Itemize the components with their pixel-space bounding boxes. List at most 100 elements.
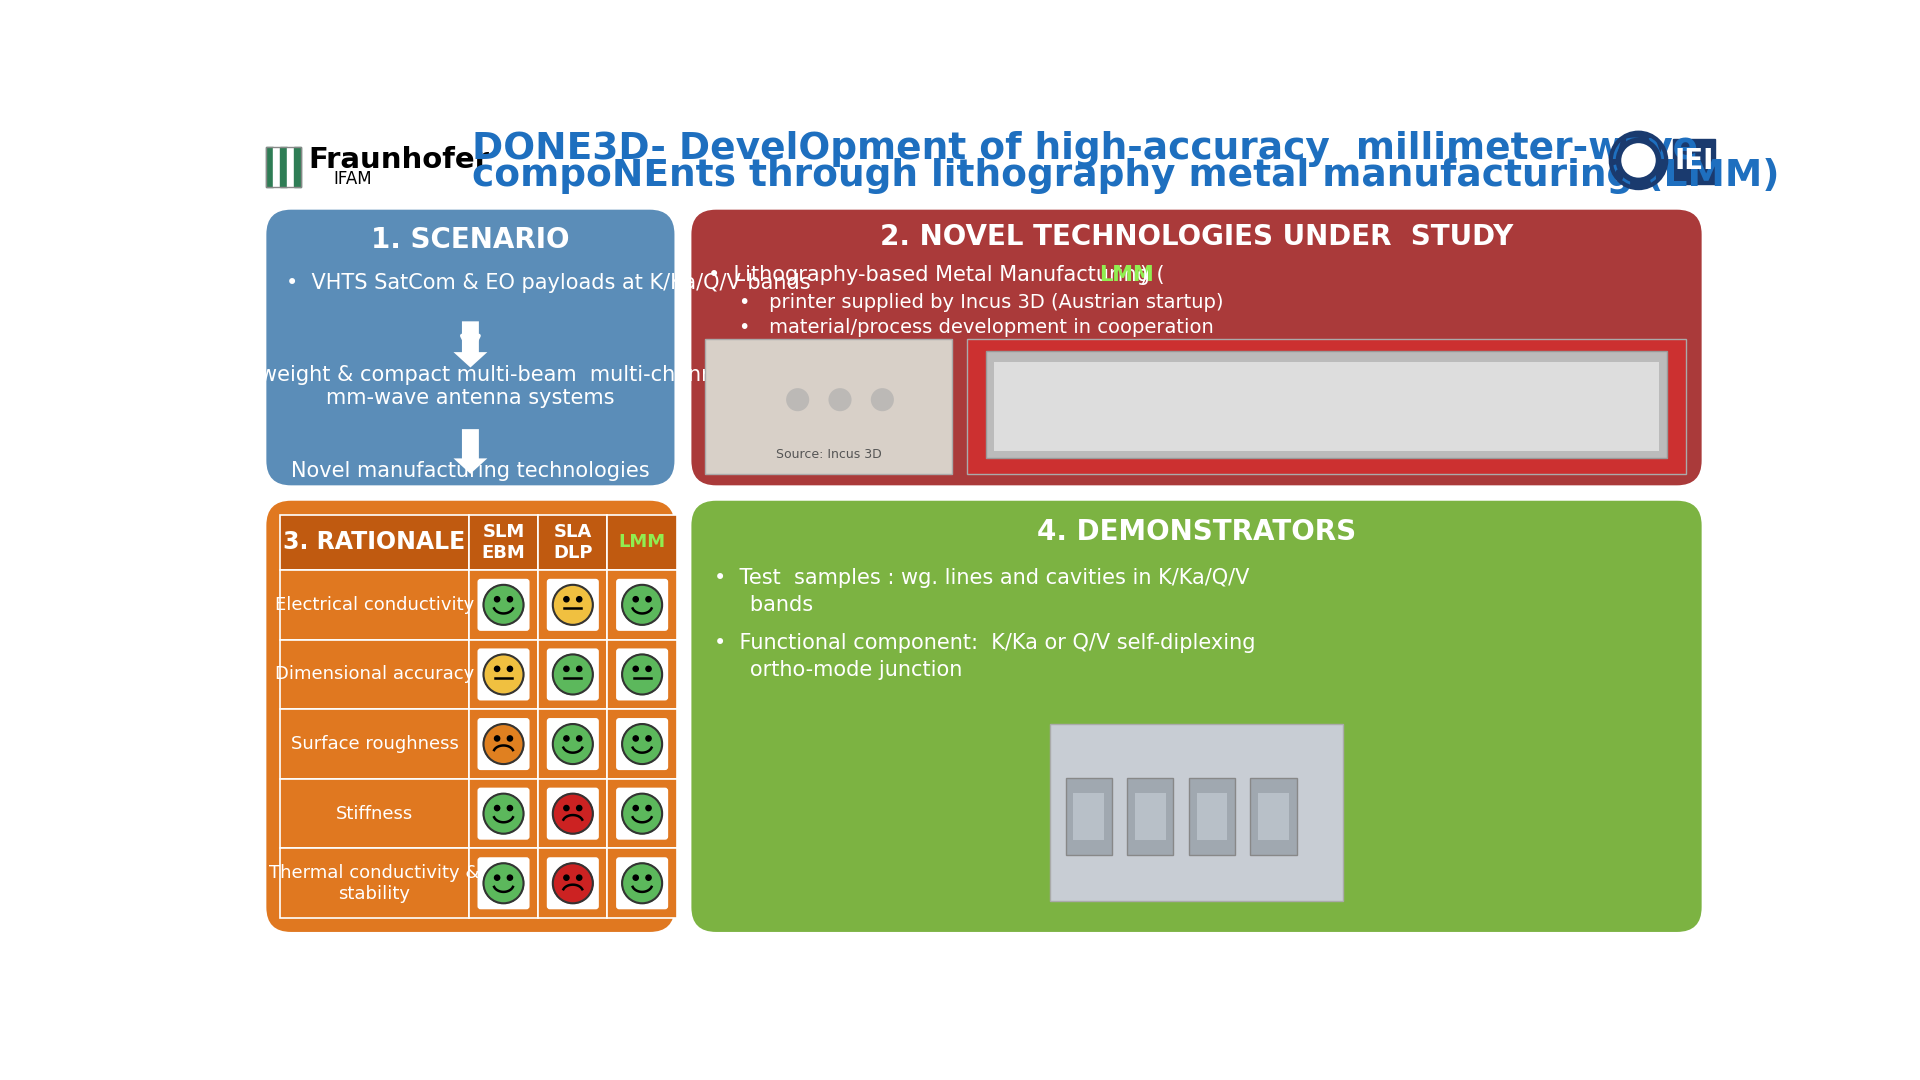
Circle shape (495, 596, 499, 602)
Text: Surface roughness: Surface roughness (290, 735, 459, 753)
Circle shape (634, 875, 637, 880)
Text: ): ) (1140, 265, 1148, 285)
FancyBboxPatch shape (616, 579, 668, 631)
FancyArrow shape (453, 429, 488, 474)
Circle shape (564, 875, 568, 880)
FancyBboxPatch shape (267, 501, 674, 932)
Circle shape (828, 388, 852, 411)
Text: Stiffness: Stiffness (336, 805, 413, 823)
Bar (538, 849, 607, 918)
Circle shape (645, 666, 651, 672)
Text: Electrical conductivity: Electrical conductivity (275, 596, 474, 613)
Circle shape (495, 875, 499, 880)
Bar (987, 351, 1667, 458)
Text: Novel manufacturing technologies: Novel manufacturing technologies (292, 461, 649, 482)
Bar (280, 849, 468, 918)
Bar (538, 514, 607, 570)
Circle shape (622, 863, 662, 903)
Circle shape (576, 596, 582, 602)
Bar (468, 779, 538, 849)
Text: 1. SCENARIO: 1. SCENARIO (371, 227, 570, 255)
Circle shape (564, 666, 568, 672)
Bar (280, 639, 468, 710)
Polygon shape (267, 147, 273, 187)
Circle shape (507, 806, 513, 811)
Bar (968, 339, 1686, 474)
Polygon shape (280, 147, 288, 187)
Polygon shape (273, 147, 280, 187)
Bar (538, 779, 607, 849)
Text: 3. RATIONALE: 3. RATIONALE (284, 530, 467, 554)
Bar (280, 710, 468, 779)
Circle shape (645, 735, 651, 741)
Text: Source: Incus 3D: Source: Incus 3D (776, 448, 881, 461)
Text: with Incus 3D: with Incus 3D (770, 341, 902, 360)
Circle shape (484, 794, 524, 834)
Text: •   printer supplied by Incus 3D (Austrian startup): • printer supplied by Incus 3D (Austrian… (739, 293, 1223, 311)
Bar (607, 639, 676, 710)
Circle shape (553, 724, 593, 764)
Circle shape (645, 806, 651, 811)
Circle shape (495, 806, 499, 811)
Circle shape (507, 735, 513, 741)
Bar (267, 147, 301, 187)
Circle shape (507, 666, 513, 672)
Bar (1127, 778, 1173, 855)
Bar (538, 710, 607, 779)
Text: •   material/process development in cooperation: • material/process development in cooper… (739, 318, 1213, 337)
FancyBboxPatch shape (478, 579, 530, 631)
Text: SLA
DLP: SLA DLP (553, 523, 593, 562)
Bar (1135, 794, 1165, 839)
Text: Dimensional accuracy: Dimensional accuracy (275, 665, 474, 684)
Polygon shape (294, 147, 301, 187)
Text: DONE3D- DevelOpment of high-accuracy  millimeter-wave: DONE3D- DevelOpment of high-accuracy mil… (472, 131, 1697, 166)
Text: Thermal conductivity &
stability: Thermal conductivity & stability (269, 864, 480, 903)
FancyBboxPatch shape (478, 858, 530, 909)
Bar (1050, 724, 1342, 901)
Text: •  Lithography-based Metal Manufacturing (: • Lithography-based Metal Manufacturing … (708, 265, 1165, 285)
Circle shape (507, 596, 513, 602)
Text: LMM: LMM (618, 534, 666, 551)
Circle shape (495, 735, 499, 741)
Bar (607, 570, 676, 639)
Bar (1066, 778, 1112, 855)
Text: LMM: LMM (1100, 265, 1154, 285)
Circle shape (634, 735, 637, 741)
Circle shape (634, 596, 637, 602)
FancyBboxPatch shape (478, 787, 530, 839)
Text: •  VHTS SatCom & EO payloads at K/Ka/Q/V bands: • VHTS SatCom & EO payloads at K/Ka/Q/V … (286, 273, 810, 293)
Circle shape (576, 806, 582, 811)
Bar (538, 570, 607, 639)
Circle shape (634, 806, 637, 811)
Circle shape (484, 724, 524, 764)
Bar (280, 514, 468, 570)
Bar (1250, 778, 1296, 855)
Circle shape (1619, 140, 1659, 180)
Bar (607, 710, 676, 779)
FancyBboxPatch shape (267, 210, 674, 485)
Circle shape (484, 585, 524, 625)
Bar (607, 849, 676, 918)
Circle shape (553, 794, 593, 834)
Bar (538, 639, 607, 710)
Text: ortho-mode junction: ortho-mode junction (730, 660, 962, 680)
Circle shape (622, 585, 662, 625)
Circle shape (553, 585, 593, 625)
FancyBboxPatch shape (547, 579, 599, 631)
Bar (607, 514, 676, 570)
Circle shape (872, 388, 895, 411)
Bar (468, 710, 538, 779)
Text: 4. DEMONSTRATORS: 4. DEMONSTRATORS (1037, 517, 1356, 545)
Bar (468, 570, 538, 639)
Text: •  Test  samples : wg. lines and cavities in K/Ka/Q/V: • Test samples : wg. lines and cavities … (714, 568, 1250, 588)
Circle shape (495, 666, 499, 672)
FancyArrow shape (453, 322, 488, 367)
FancyBboxPatch shape (547, 718, 599, 770)
Circle shape (484, 863, 524, 903)
Circle shape (507, 875, 513, 880)
Circle shape (622, 794, 662, 834)
Circle shape (564, 596, 568, 602)
Circle shape (634, 666, 637, 672)
Circle shape (645, 875, 651, 880)
FancyBboxPatch shape (616, 648, 668, 701)
